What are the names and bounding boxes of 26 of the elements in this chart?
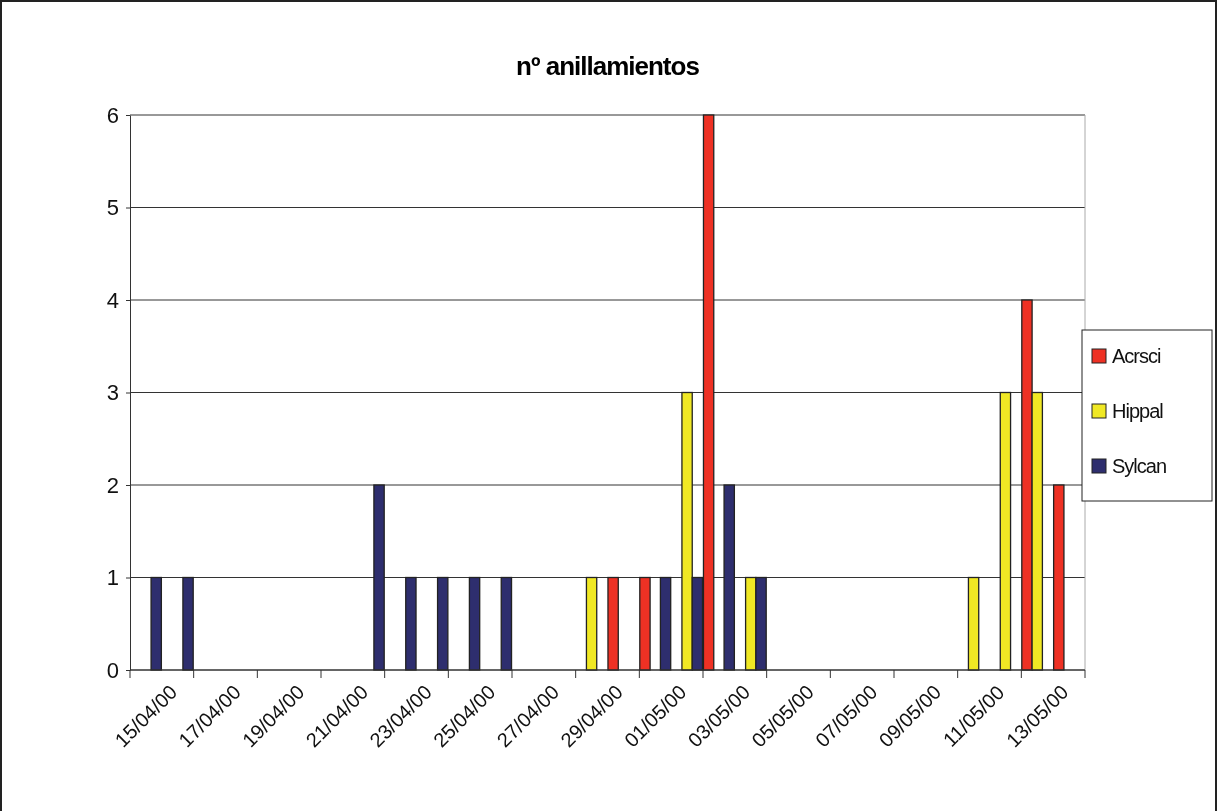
bar [468, 576, 481, 671]
y-tick-label: 6 [106, 102, 119, 128]
y-tick-label: 2 [106, 472, 119, 498]
bar [1052, 484, 1065, 671]
bar [967, 576, 980, 671]
legend-label: Hippal [1112, 400, 1164, 422]
bar [500, 576, 513, 671]
bar [999, 391, 1012, 671]
bar [607, 576, 619, 671]
y-tick-label: 3 [106, 380, 119, 406]
bar [182, 576, 194, 671]
bar [405, 576, 417, 671]
y-tick-label: 5 [106, 195, 119, 221]
y-tick-label: 1 [106, 565, 119, 591]
bar [659, 576, 672, 671]
bar [585, 576, 598, 671]
bar [723, 484, 736, 671]
legend-label: Sylcan [1112, 455, 1167, 477]
bar [639, 576, 651, 671]
legend-label: Acrsci [1112, 345, 1161, 367]
chart-title: nº anillamientos [516, 51, 700, 81]
bar [436, 576, 449, 671]
bar [373, 484, 385, 671]
y-tick-label: 0 [106, 657, 119, 683]
y-tick-label: 4 [106, 287, 119, 313]
bar [150, 576, 163, 671]
